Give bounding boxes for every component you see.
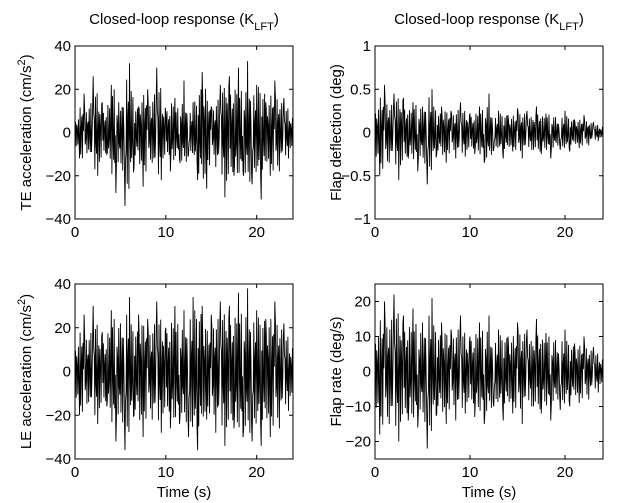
y-axis-label: Flap rate (deg/s) [328, 316, 345, 426]
x-tick-label: 0 [371, 464, 379, 481]
x-axis-label: Time (s) [462, 484, 516, 501]
y-tick-label: −20 [46, 168, 71, 185]
y-tick-label: −20 [346, 434, 371, 451]
series-line-1 [374, 84, 604, 185]
x-tick-label: 10 [157, 464, 174, 481]
subplot-4: 0 10 20 −20 −10 0 10 20 Flap rate (deg/s) Time (s… [328, 283, 604, 501]
y-tick-label: 40 [54, 276, 71, 293]
y-axis-label: Flap deflection (deg) [328, 64, 345, 201]
chart-title: Closed-loop response (KLFT) [394, 11, 584, 33]
x-tick-label: 0 [71, 464, 79, 481]
subplot-1: 0 10 20 −40 −20 0 20 40 Closed-loop response (KL… [16, 11, 294, 241]
x-tick-label: 10 [462, 464, 479, 481]
y-tick-label: 0 [63, 125, 71, 142]
y-axis-label: TE acceleration (cm/s2) [16, 54, 35, 210]
y-tick-label: 0 [63, 364, 71, 381]
y-axis-label: LE acceleration (cm/s2) [16, 294, 35, 449]
y-tick-label: 1 [363, 38, 371, 55]
x-tick-label: 10 [157, 224, 174, 241]
series-line-1 [74, 288, 294, 451]
x-tick-label: 20 [557, 224, 574, 241]
x-tick-label: 0 [71, 224, 79, 241]
y-tick-label: 0 [363, 125, 371, 142]
subplot-2: 0 10 20 −1 −0.5 0 0.5 1 Closed-loop response (KL… [328, 11, 604, 241]
x-tick-label: 20 [557, 464, 574, 481]
chart-title: Closed-loop response (KLFT) [89, 11, 279, 33]
subplot-3: 0 10 20 −40 −20 0 20 40 LE acceleration (cm/s2) T… [16, 276, 294, 501]
x-tick-label: 0 [371, 224, 379, 241]
y-tick-label: −10 [346, 399, 371, 416]
series-line-1 [74, 61, 294, 207]
y-tick-label: −0.5 [341, 168, 371, 185]
y-tick-label: −40 [46, 451, 71, 468]
y-tick-label: 10 [354, 329, 371, 346]
y-tick-label: 0 [363, 364, 371, 381]
y-tick-label: 20 [354, 294, 371, 311]
x-tick-label: 10 [462, 224, 479, 241]
y-tick-label: 20 [54, 320, 71, 337]
y-tick-label: −1 [354, 211, 371, 228]
y-tick-label: −40 [46, 211, 71, 228]
y-tick-label: 0.5 [350, 81, 371, 98]
x-axis-label: Time (s) [157, 484, 211, 501]
y-tick-label: 20 [54, 81, 71, 98]
series-line-1 [374, 294, 604, 449]
y-tick-label: 40 [54, 38, 71, 55]
x-tick-label: 20 [248, 224, 265, 241]
y-tick-label: −20 [46, 407, 71, 424]
x-tick-label: 20 [248, 464, 265, 481]
